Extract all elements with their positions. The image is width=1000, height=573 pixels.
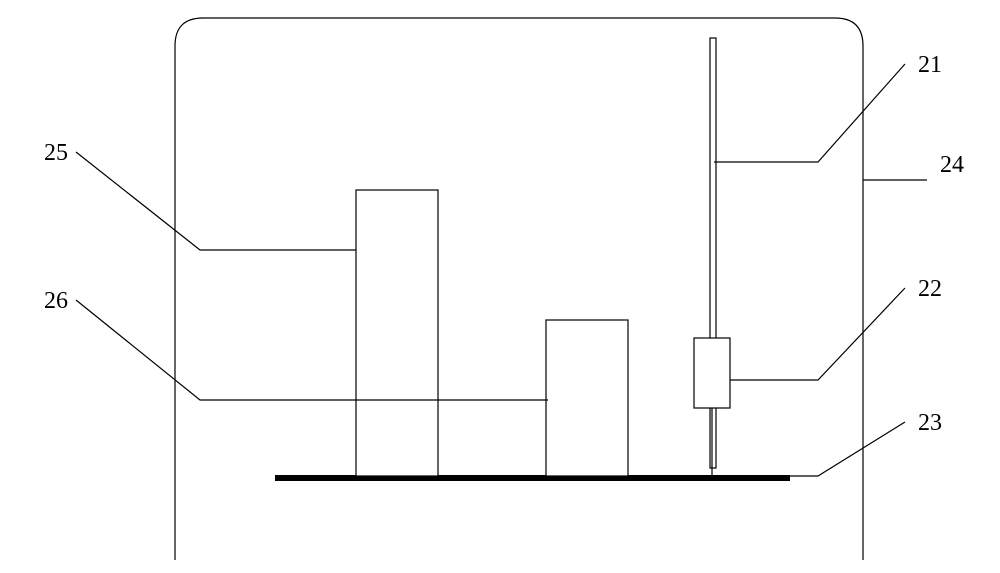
label-21: 21 — [714, 52, 942, 162]
label-text-25: 25 — [44, 140, 68, 166]
technical-diagram: 21 24 22 23 25 26 — [0, 0, 1000, 573]
label-24: 24 — [863, 152, 964, 180]
label-26: 26 — [44, 288, 548, 400]
label-text-21: 21 — [918, 52, 942, 78]
label-25: 25 — [44, 140, 356, 250]
label-22: 22 — [730, 276, 942, 380]
leader-22 — [730, 288, 905, 380]
leader-21 — [714, 64, 905, 162]
tall-bar-25 — [356, 190, 438, 476]
small-box-22 — [694, 338, 730, 408]
short-bar-26 — [546, 320, 628, 476]
label-text-23: 23 — [918, 410, 942, 436]
label-text-24: 24 — [940, 152, 964, 178]
leader-25 — [76, 152, 356, 250]
label-text-22: 22 — [918, 276, 942, 302]
leader-23 — [750, 422, 905, 476]
leader-26 — [76, 300, 548, 400]
label-23: 23 — [750, 410, 942, 476]
label-text-26: 26 — [44, 288, 68, 314]
